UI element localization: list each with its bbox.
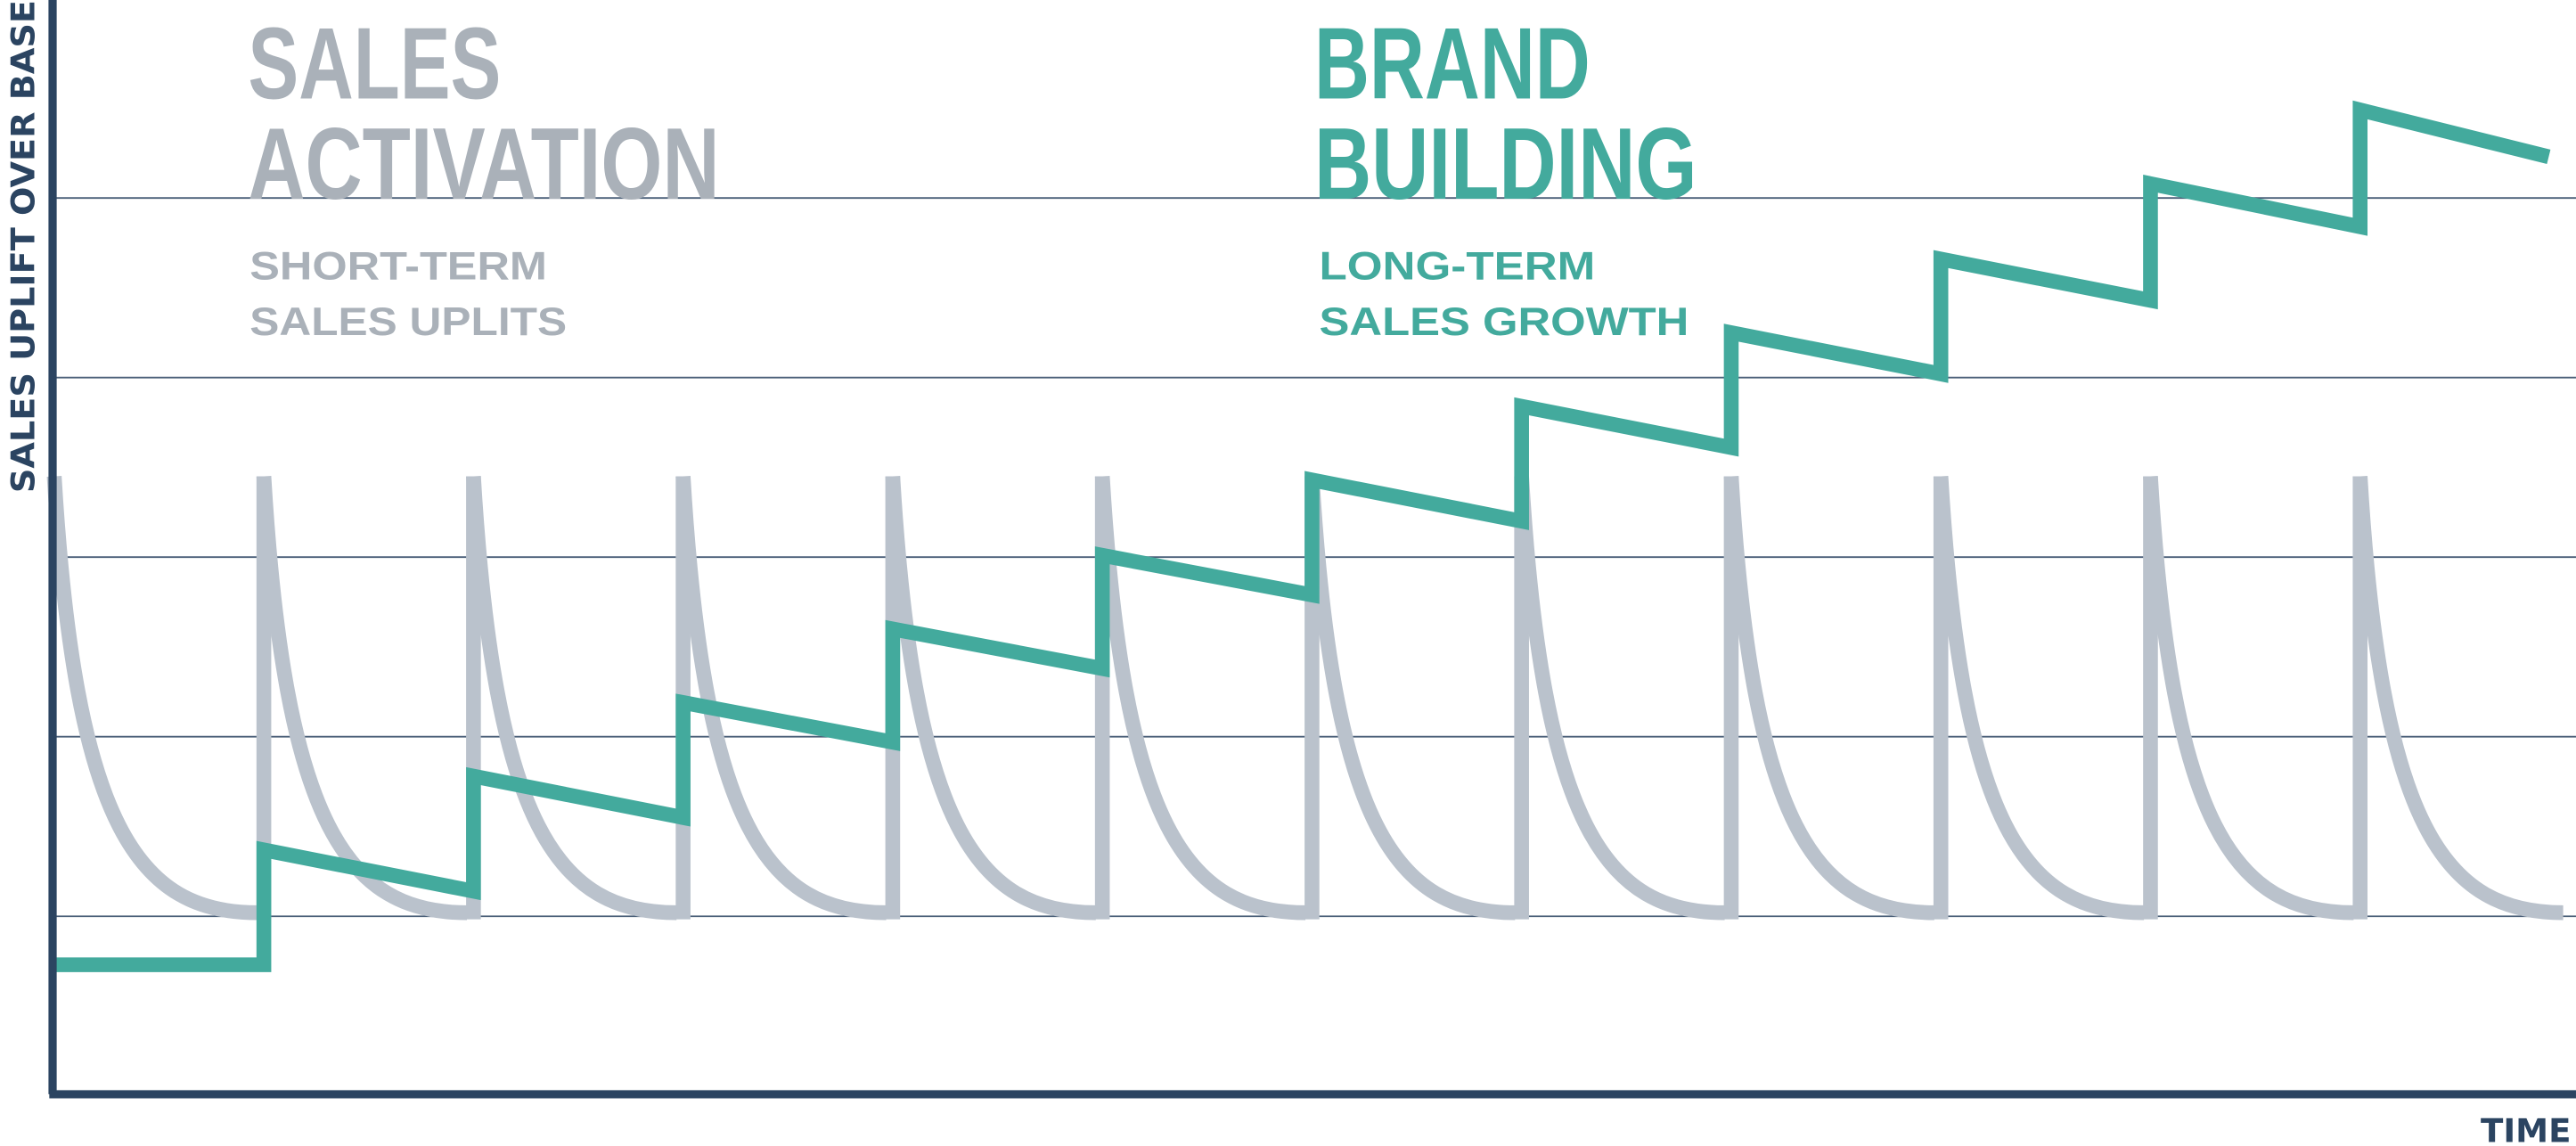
brand-building-sub-line-2: SALES GROWTH bbox=[1320, 300, 1689, 344]
uplift-pulse-decay bbox=[675, 476, 887, 921]
brand-building-title-line-1: BRAND bbox=[1314, 8, 1591, 121]
x-axis-label: TIME bbox=[2481, 1111, 2571, 1146]
uplift-pulse-decay bbox=[1514, 476, 1725, 921]
brand-building-annotation: BRAND BUILDING LONG-TERM SALES GROWTH bbox=[1314, 8, 1697, 344]
uplift-pulse-decay bbox=[2352, 476, 2564, 921]
uplift-pulse-decay bbox=[1304, 476, 1516, 921]
uplift-pulse-decay bbox=[885, 476, 1096, 921]
brand-building-title-line-2: BUILDING bbox=[1314, 108, 1697, 221]
uplift-pulse-decay bbox=[2143, 476, 2354, 921]
uplift-pulse-decay bbox=[46, 476, 258, 921]
uplift-pulse-decay bbox=[1094, 476, 1306, 921]
brand-building-sub-line-1: LONG-TERM bbox=[1320, 244, 1596, 288]
sales-activation-sub-line-1: SHORT-TERM bbox=[249, 244, 547, 288]
growth-line bbox=[53, 100, 2551, 972]
sales-activation-title-line-2: ACTIVATION bbox=[248, 108, 719, 221]
y-axis-label: SALES UPLIFT OVER BASE bbox=[4, 0, 43, 493]
uplift-pulse-decay bbox=[1723, 476, 1934, 921]
sales-activation-annotation: SALES ACTIVATION SHORT-TERM SALES UPLITS bbox=[248, 8, 719, 344]
uplift-pulse-decay bbox=[1933, 476, 2145, 921]
uplift-pulse-decay bbox=[256, 476, 468, 921]
sales-activation-title-line-1: SALES bbox=[248, 8, 501, 121]
sales-activation-sub-line-2: SALES UPLITS bbox=[249, 300, 567, 344]
uplift-pulse-decay bbox=[466, 476, 677, 921]
long-term-growth-series bbox=[53, 100, 2551, 972]
